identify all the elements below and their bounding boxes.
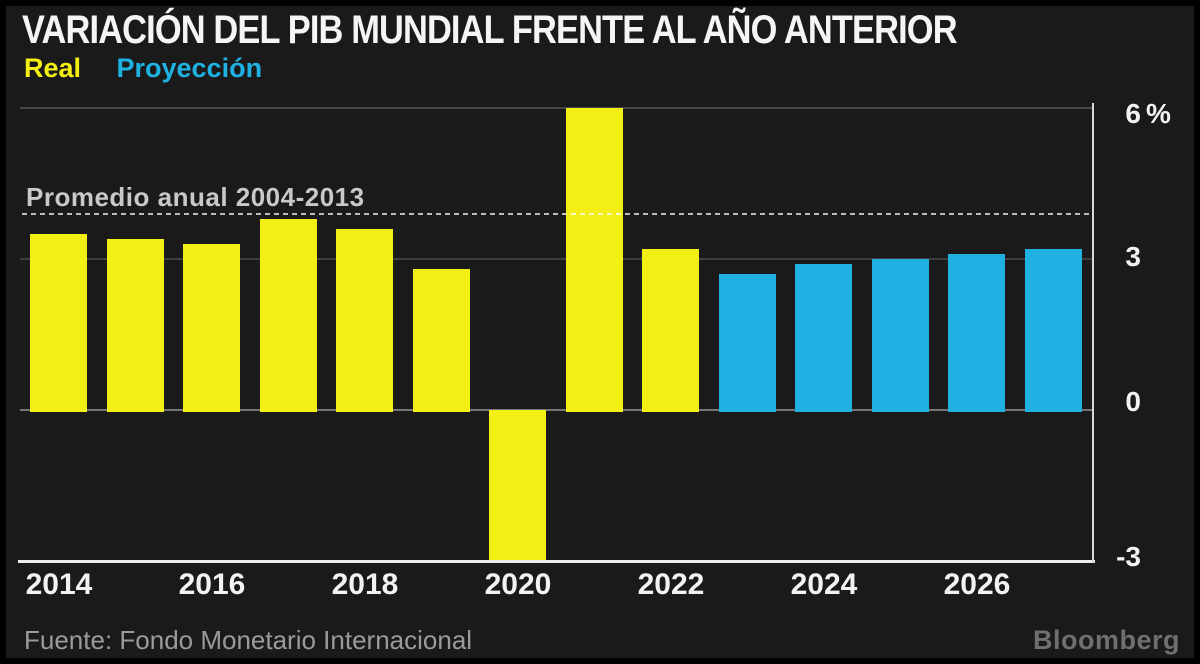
legend-item-real: Real — [24, 53, 82, 83]
y-axis-spine — [1092, 103, 1094, 563]
bar-2022 — [642, 249, 699, 412]
bar-2014 — [30, 234, 87, 412]
bar-2018 — [336, 229, 393, 412]
reference-line-label: Promedio anual 2004-2013 — [26, 182, 365, 212]
bar-2027 — [1025, 249, 1082, 412]
y-tick-3: 3 — [1125, 241, 1141, 272]
bar-2017 — [260, 219, 317, 412]
bar-2025 — [872, 259, 929, 412]
gridline-0 — [20, 409, 1093, 411]
y-tick-0: 0 — [1125, 386, 1141, 417]
x-tick-2024: 2024 — [790, 568, 858, 601]
bar-2023 — [719, 274, 776, 412]
x-tick-2014: 2014 — [25, 568, 93, 601]
bar-2020 — [489, 410, 546, 561]
percent-sign: % — [1146, 98, 1171, 129]
x-tick-2016: 2016 — [178, 568, 246, 601]
y-tick-6: 6 — [1125, 98, 1141, 129]
bloomberg-logo: Bloomberg — [1032, 625, 1180, 655]
x-axis-line — [18, 560, 1095, 563]
legend-item-proyeccion: Proyección — [116, 53, 263, 83]
x-tick-2026: 2026 — [943, 568, 1011, 601]
bar-2016 — [183, 244, 240, 412]
bar-2024 — [795, 264, 852, 412]
chart-legend: Real Proyección — [24, 52, 262, 84]
reference-dashed-line — [22, 213, 1093, 215]
chart-title: VARIACIÓN DEL PIB MUNDIAL FRENTE AL AÑO … — [22, 8, 958, 52]
x-tick-2022: 2022 — [637, 568, 705, 601]
source-credit: Fuente: Fondo Monetario Internacional — [24, 625, 473, 655]
y-tick--3: -3 — [1116, 541, 1141, 572]
x-tick-2018: 2018 — [331, 568, 399, 601]
gridline-3 — [20, 258, 1093, 260]
bar-2015 — [107, 239, 164, 412]
x-tick-2020: 2020 — [484, 568, 552, 601]
bar-2026 — [948, 254, 1005, 412]
bar-2021 — [566, 108, 623, 412]
bar-2019 — [413, 269, 470, 412]
gridline-6 — [20, 107, 1093, 109]
